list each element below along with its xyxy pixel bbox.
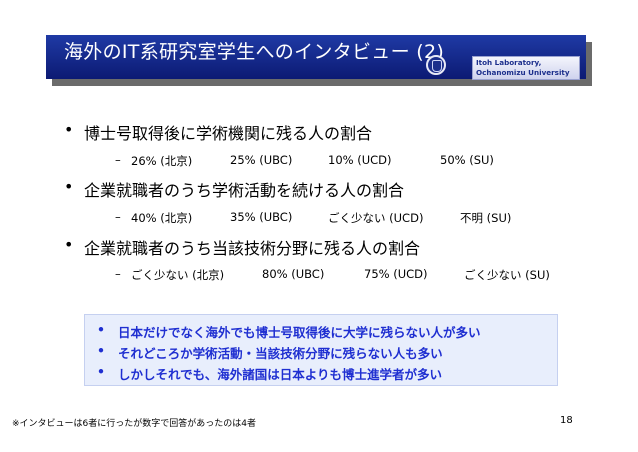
footnote: ※インタビューは6者に行ったが数字で回答があったのは4者	[12, 419, 256, 429]
university-name: Ochanomizu University	[476, 68, 570, 77]
highlight-bullet: •	[97, 364, 105, 379]
value-cell: 75% (UCD)	[364, 267, 428, 281]
value-cell: 25% (UBC)	[230, 153, 293, 167]
highlight-bullet: •	[97, 343, 105, 358]
value-cell: 10% (UCD)	[328, 153, 392, 167]
value-cell: 80% (UBC)	[262, 267, 325, 281]
highlight-bullet: •	[97, 322, 105, 337]
lab-label: Itoh Laboratory, Ochanomizu University	[472, 56, 580, 80]
highlight-box: • 日本だけでなく海外でも博士号取得後に大学に残らない人が多い • それどころか…	[84, 314, 558, 386]
highlight-line: しかしそれでも、海外諸国は日本よりも博士進学者が多い	[118, 367, 443, 382]
value-cell: 40% (北京)	[131, 211, 193, 225]
lab-name: Itoh Laboratory,	[476, 58, 542, 67]
bullet-heading: 博士号取得後に学術機関に残る人の割合	[64, 120, 372, 144]
value-cell: 不明 (SU)	[460, 211, 512, 225]
value-cell: 26% (北京)	[131, 154, 193, 168]
dash-marker: –	[115, 210, 121, 224]
logo-crest-icon	[432, 60, 442, 72]
value-cell: ごく少ない (UCD)	[328, 211, 424, 225]
bullet-heading: 企業就職者のうち学術活動を続ける人の割合	[64, 177, 404, 201]
page-number: 18	[560, 415, 573, 426]
value-cell: 35% (UBC)	[230, 210, 293, 224]
value-cell: ごく少ない (北京)	[131, 268, 225, 282]
bullet-heading: 企業就職者のうち当該技術分野に残る人の割合	[64, 235, 420, 259]
value-cell: ごく少ない (SU)	[464, 268, 550, 282]
university-logo-icon	[426, 55, 446, 75]
highlight-line: それどころか学術活動・当該技術分野に残らない人も多い	[118, 346, 443, 361]
dash-marker: –	[115, 267, 121, 281]
value-cell: 50% (SU)	[440, 153, 494, 167]
highlight-line: 日本だけでなく海外でも博士号取得後に大学に残らない人が多い	[118, 325, 481, 340]
dash-marker: –	[115, 153, 121, 167]
slide-title: 海外のIT系研究室学生へのインタビュー (2)	[64, 41, 445, 63]
